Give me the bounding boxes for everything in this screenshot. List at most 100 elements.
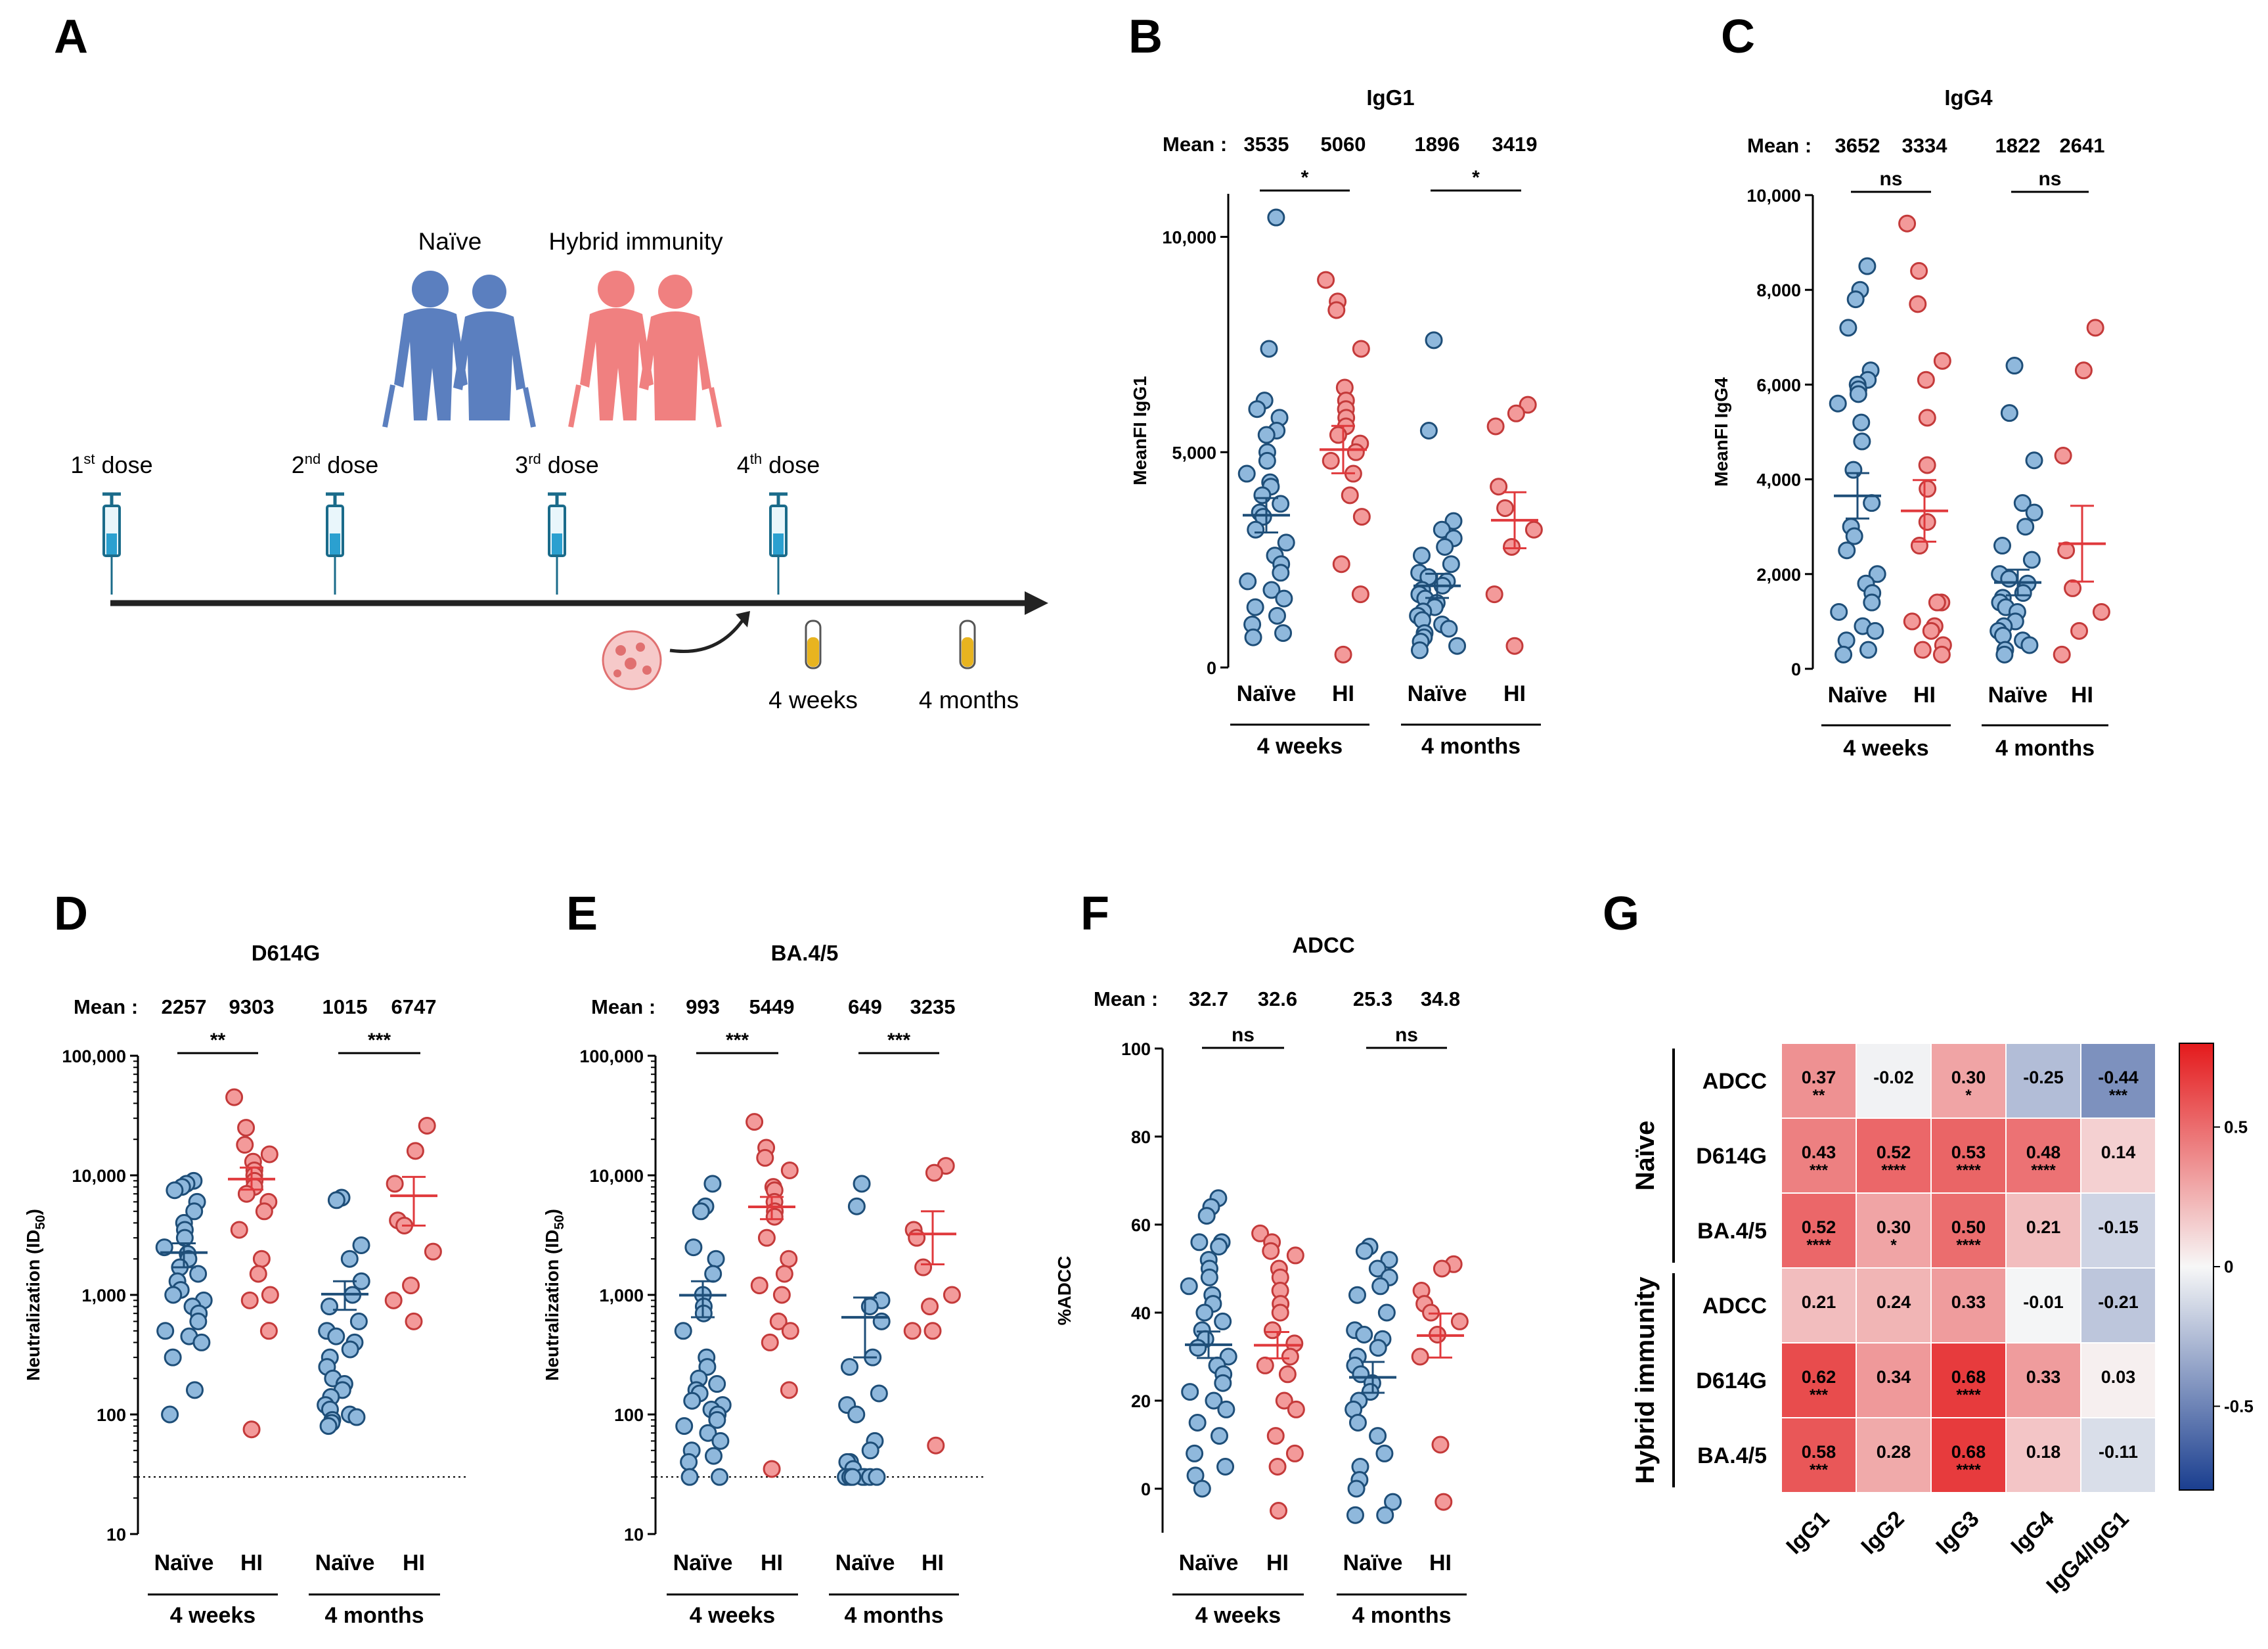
data-point [943,1286,961,1304]
data-point [1248,400,1266,418]
data-point [1910,261,1928,280]
data-point [707,1250,725,1268]
heatmap-value: 0.68 [1951,1442,1986,1462]
data-point [1837,631,1856,650]
data-point [1270,1502,1288,1520]
data-point [2022,551,2041,569]
data-point [349,1312,368,1330]
timepoint-label: 4 months [1995,736,2095,761]
data-point [1214,1374,1232,1392]
data-point [1412,547,1431,565]
data-point [757,1229,776,1247]
heatmap-column-label: IgG1 [1781,1506,1834,1559]
heatmap-cell [1930,1342,2007,1418]
y-tick-label: 40 [1131,1303,1151,1323]
heatmap-value: 0.37 [1802,1068,1836,1087]
data-point [237,1119,256,1137]
data-point [1267,208,1285,227]
data-point [1348,1414,1367,1432]
heatmap-significance: **** [1956,1236,1981,1254]
significance-label: *** [887,1029,910,1051]
data-point [1411,1347,1429,1366]
data-point [1440,620,1458,638]
heatmap-cell [2005,1342,2081,1418]
heatmap-value: -0.25 [2023,1068,2064,1087]
heatmap-significance: **** [1806,1236,1831,1254]
syringe-liquid [552,533,562,554]
data-point [249,1265,267,1283]
series-naive-4-months [317,1188,370,1435]
data-point [1263,1321,1281,1340]
data-point [2025,503,2043,522]
mean-value-2: 3334 [1902,134,1948,157]
y-tick-label: 10 [106,1525,126,1545]
data-point [847,1405,866,1424]
data-point [1524,520,1543,539]
data-point [1486,417,1505,436]
data-point [259,1322,278,1340]
data-point [1268,606,1286,625]
group-label: HI [1266,1550,1289,1575]
data-point [1436,537,1454,556]
data-point [2020,636,2039,654]
data-point [1917,371,1935,389]
data-point [1830,602,1848,621]
data-point [1256,1356,1274,1374]
heatmap-significance: **** [2031,1162,2056,1179]
data-point [164,1286,183,1304]
data-point [1410,641,1429,660]
data-point [1197,1207,1216,1225]
timepoint-label: 4 weeks [690,1603,775,1628]
syringe-icon-1 [102,492,121,595]
data-point [1217,1400,1235,1418]
y-axis-label: %ADCC [1054,1256,1075,1326]
dose-3-label: 3rd dose [515,451,599,478]
heatmap-cell [2080,1043,2156,1119]
data-point [1918,456,1936,474]
data-point [1444,512,1463,530]
data-point [1275,589,1293,608]
data-point [870,1384,888,1403]
data-point [1838,541,1856,560]
data-point [230,1221,248,1239]
series-hi-4-months [1411,1255,1469,1511]
data-point [698,1358,717,1376]
panel-letter-g: G [1603,888,1639,940]
y-tick-label: 80 [1131,1127,1151,1147]
data-point [1834,645,1853,664]
data-point [1346,1506,1364,1524]
data-point [684,1238,703,1257]
infection-arrow [669,620,744,654]
y-axis-label: Neutralization (ID50) [23,1209,48,1381]
infection-arrow-icon [736,611,750,627]
heatmap-value: 0.52 [1802,1217,1836,1237]
data-point [1490,478,1508,496]
hybrid-immunity-label: Hybrid immunity [548,228,723,255]
series-hi-4-weeks [1251,1224,1305,1520]
significance-label: ns [1395,1024,1418,1046]
group-label: Naïve [673,1550,733,1575]
chart-title: IgG4 [1944,85,1993,110]
data-point [189,1265,208,1283]
data-point [1257,426,1276,444]
data-point [2070,621,2089,640]
data-point [327,1191,345,1209]
data-point [745,1113,764,1131]
mean-value-1: 3535 [1244,133,1289,156]
y-tick-label: 100 [1121,1039,1151,1059]
series-naive-4-weeks [155,1171,213,1424]
data-point [1519,395,1537,414]
data-point [185,1202,204,1221]
data-point [1262,581,1281,599]
data-point [703,1175,722,1193]
data-point [1341,486,1359,505]
data-point [1909,295,1927,313]
data-point [1995,645,2014,664]
data-point [1278,1365,1297,1384]
data-point [1188,1414,1207,1432]
group-label: HI [1503,681,1526,706]
heatmap-value: 0.50 [1951,1217,1986,1237]
